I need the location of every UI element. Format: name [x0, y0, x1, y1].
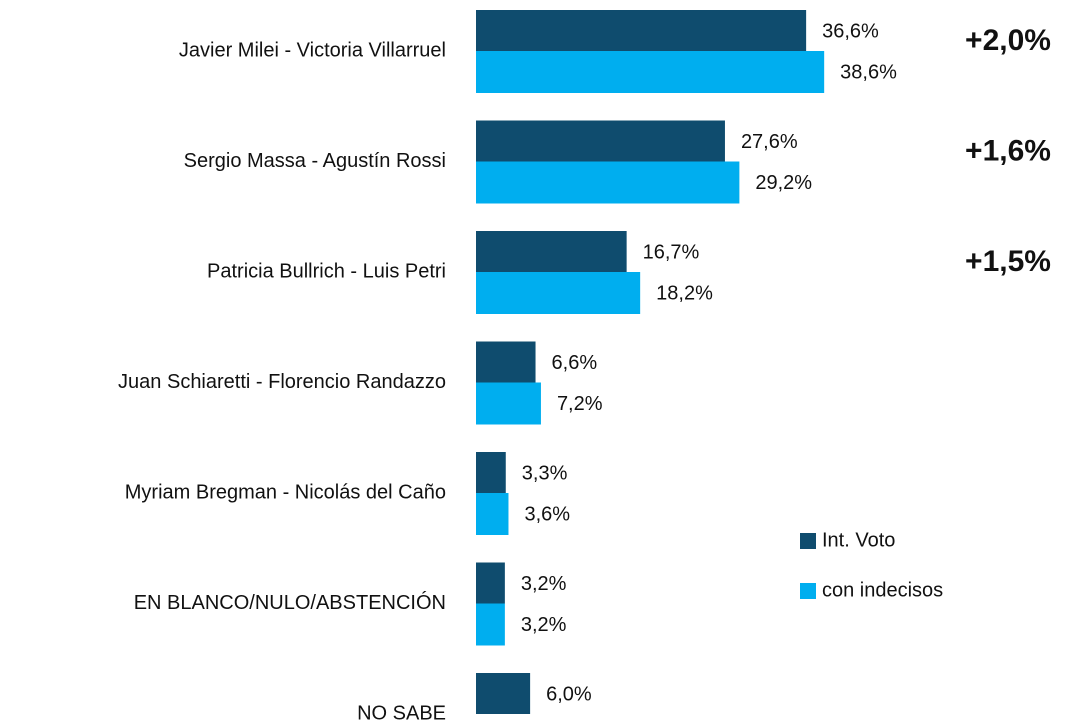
category-label: EN BLANCO/NULO/ABSTENCIÓN [134, 591, 446, 614]
value-label: 29,2% [755, 172, 812, 194]
bar [476, 120, 725, 162]
bar [476, 673, 531, 714]
legend-swatch [800, 533, 816, 549]
category-label: Patricia Bullrich - Luis Petri [207, 260, 446, 282]
bar [476, 231, 627, 272]
bar [476, 562, 505, 604]
category-label: Juan Schiaretti - Florencio Randazzo [118, 371, 446, 393]
bar [476, 493, 509, 535]
value-label: 27,6% [741, 131, 798, 153]
value-label: 36,6% [822, 20, 879, 42]
value-label: 6,0% [546, 683, 592, 705]
value-label: 3,3% [522, 462, 568, 484]
value-label: 7,2% [557, 393, 603, 415]
legend-swatch [800, 583, 816, 599]
annotation: +1,6% [965, 134, 1051, 167]
category-label: Myriam Bregman - Nicolás del Caño [125, 481, 446, 503]
legend-label: con indecisos [822, 579, 943, 601]
bar [476, 51, 825, 93]
bar [476, 161, 740, 204]
bar [476, 272, 641, 314]
category-label: NO SABE [357, 702, 446, 724]
value-label: 16,7% [643, 241, 700, 263]
bar [476, 10, 807, 51]
category-label: Sergio Massa - Agustín Rossi [184, 150, 446, 172]
bar [476, 452, 506, 493]
annotation: +1,5% [965, 245, 1051, 278]
category-label: Javier Milei - Victoria Villarruel [179, 39, 446, 61]
value-label: 3,6% [524, 503, 570, 525]
value-label: 38,6% [840, 61, 897, 83]
bar [476, 603, 505, 646]
value-label: 18,2% [656, 282, 713, 304]
bar [476, 382, 541, 425]
annotation: +2,0% [965, 24, 1051, 57]
value-label: 3,2% [521, 573, 567, 595]
legend-label: Int. Voto [822, 529, 895, 551]
value-label: 6,6% [552, 352, 598, 374]
bar [476, 341, 536, 383]
value-label: 3,2% [521, 614, 567, 636]
